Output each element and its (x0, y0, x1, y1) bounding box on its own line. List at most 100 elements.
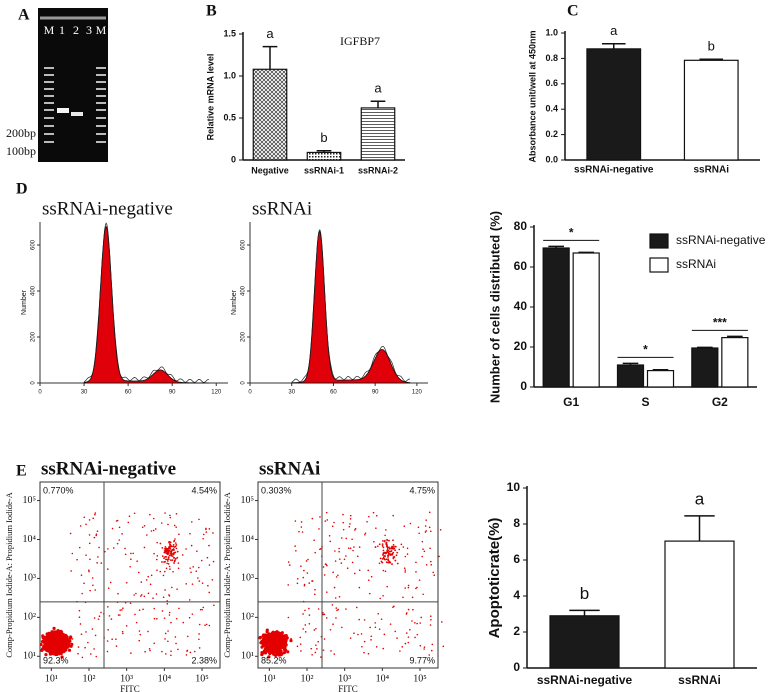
event-dot (116, 542, 119, 545)
lane-label: 1 (59, 23, 65, 37)
event-dot (411, 596, 414, 599)
event-dot (349, 518, 352, 520)
event-dot (143, 546, 146, 549)
event-dot (96, 530, 99, 533)
event-dot (171, 586, 173, 589)
event-dot (378, 543, 381, 546)
event-dot (432, 571, 435, 574)
event-dot (185, 548, 187, 550)
event-dot (267, 632, 271, 636)
event-dot (290, 637, 292, 640)
event-dot (191, 583, 194, 585)
event-dot (61, 636, 65, 641)
event-dot (335, 607, 338, 609)
event-dot (390, 550, 393, 552)
event-dot (171, 548, 174, 551)
event-dot (392, 514, 394, 517)
plot-frame (257, 481, 439, 669)
event-dot (122, 607, 124, 609)
event-dot (198, 566, 200, 569)
chart-title: ssRNAi (259, 458, 320, 479)
bar (721, 337, 749, 388)
event-dot (147, 575, 149, 578)
event-dot (370, 635, 373, 638)
significance-letter: b (580, 584, 589, 603)
event-dot (64, 647, 68, 652)
event-dot (322, 566, 325, 568)
event-dot (185, 583, 187, 585)
event-dot (129, 602, 132, 605)
event-dot (380, 560, 383, 563)
event-dot (149, 583, 152, 586)
event-dot (174, 636, 177, 638)
event-dot (334, 550, 336, 552)
event-dot (330, 650, 332, 652)
event-dot (197, 577, 199, 579)
event-dot (163, 617, 166, 619)
legend-label: ssRNAi (676, 257, 716, 271)
event-dot (442, 645, 445, 648)
event-dot (77, 646, 80, 648)
bar (306, 151, 342, 161)
event-dot (386, 585, 388, 588)
event-dot (433, 574, 436, 576)
event-dot (407, 636, 410, 638)
event-dot (287, 561, 290, 563)
event-dot (398, 548, 401, 551)
event-dot (348, 525, 351, 528)
event-dot (81, 656, 84, 659)
x-tick-label: 10³ (120, 673, 133, 684)
event-dot (385, 544, 388, 546)
event-dot (54, 635, 58, 639)
event-dot (284, 643, 288, 647)
event-dot (262, 633, 266, 637)
event-dot (336, 609, 338, 612)
event-dot (166, 562, 168, 565)
event-dot (153, 607, 156, 610)
event-dot (300, 565, 302, 567)
error-bar (569, 609, 600, 616)
y-tick-label: 10³ (23, 573, 36, 584)
x-tick-label: 10⁵ (195, 673, 209, 684)
x-tick-label: 10¹ (45, 673, 58, 684)
event-dot (71, 638, 74, 640)
event-dot (402, 546, 405, 548)
event-dot (177, 648, 179, 651)
y-tick-label: 0.2 (545, 129, 558, 139)
significance-letter: b (708, 39, 715, 54)
event-dot (352, 549, 354, 552)
event-dot (98, 546, 100, 549)
event-dot (60, 655, 64, 659)
event-dot (302, 628, 305, 630)
significance-mark: * (569, 226, 574, 240)
event-dot (201, 582, 204, 584)
event-dot (372, 511, 375, 514)
event-dot (386, 538, 388, 541)
event-dot (140, 594, 143, 596)
event-dot (87, 641, 89, 644)
y-tick-label: 200 (31, 331, 37, 342)
event-dot (44, 636, 48, 641)
event-dot (382, 546, 385, 549)
bar (252, 68, 288, 161)
event-dot (279, 651, 283, 655)
event-dot (140, 581, 143, 583)
event-dot (304, 624, 307, 626)
event-dot (338, 550, 340, 553)
event-dot (169, 568, 171, 570)
event-dot (191, 613, 194, 615)
event-dot (164, 653, 167, 655)
event-dot (430, 649, 433, 652)
event-dot (419, 644, 422, 647)
event-dot (159, 570, 162, 573)
event-dot (425, 519, 427, 521)
event-dot (133, 512, 136, 515)
event-dot (134, 613, 136, 616)
event-dot (414, 636, 416, 639)
event-dot (47, 631, 51, 635)
event-dot (337, 608, 340, 611)
event-dot (156, 618, 158, 620)
event-dot (266, 646, 270, 651)
event-dot (198, 647, 201, 649)
